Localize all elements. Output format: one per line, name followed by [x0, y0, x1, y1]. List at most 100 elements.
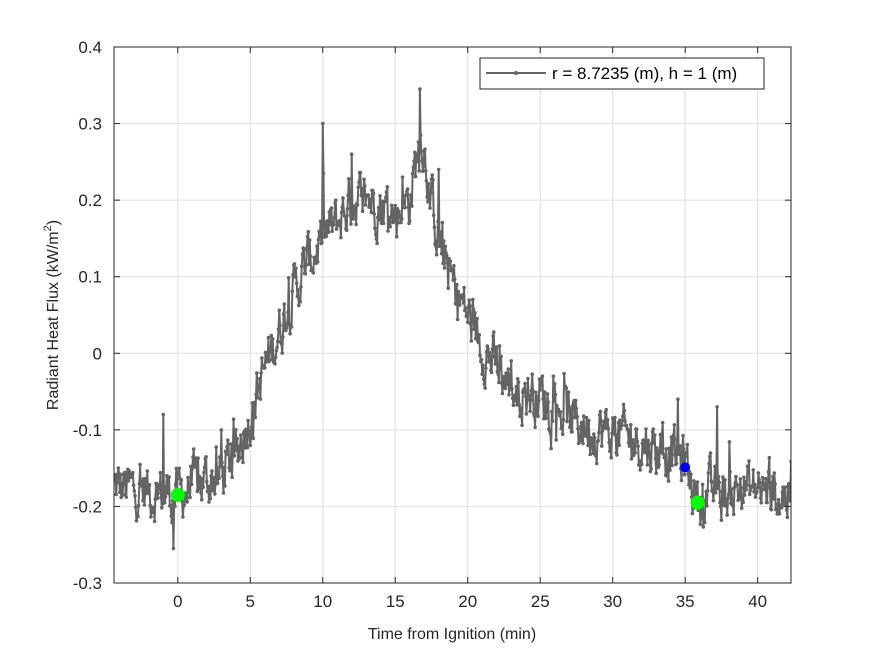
series-point	[479, 357, 484, 362]
series-point	[760, 487, 764, 492]
series-point	[129, 475, 134, 480]
series-point	[484, 350, 489, 354]
series-point	[219, 428, 224, 432]
series-point	[441, 261, 445, 266]
series-point	[564, 386, 569, 391]
series-point	[374, 237, 379, 241]
series-point	[220, 460, 224, 465]
series-point	[120, 493, 125, 497]
series-point	[652, 433, 657, 437]
series-point	[660, 420, 665, 425]
series-point	[552, 382, 557, 386]
series-point	[207, 484, 212, 488]
series-point	[642, 446, 646, 451]
series-point	[363, 184, 367, 188]
series-point	[758, 496, 763, 500]
series-point	[701, 525, 706, 529]
series-point	[249, 425, 254, 429]
series-point	[443, 244, 448, 249]
series-point	[644, 427, 648, 431]
series-point	[689, 472, 693, 477]
series-point	[647, 443, 651, 448]
series-point	[308, 254, 313, 259]
series-point	[695, 480, 700, 484]
series-point	[763, 487, 767, 492]
series-point	[623, 419, 627, 423]
series-point	[600, 429, 605, 433]
series-point	[548, 431, 553, 436]
series-point	[431, 213, 436, 218]
series-point	[455, 317, 460, 322]
x-tick-label: 30	[603, 592, 622, 611]
series-point	[594, 461, 599, 466]
series-point	[544, 406, 549, 411]
series-point	[646, 438, 650, 443]
series-point	[560, 432, 565, 437]
series-point	[544, 416, 548, 421]
x-tick-label: 15	[386, 592, 405, 611]
series-point	[755, 485, 760, 490]
series-point	[524, 412, 529, 416]
series-point	[476, 340, 481, 345]
series-point	[306, 230, 311, 234]
series-point	[533, 425, 537, 430]
series-line	[114, 87, 791, 551]
series-point	[700, 482, 705, 487]
series-point	[177, 466, 181, 471]
series-point	[218, 455, 222, 459]
series-point	[636, 444, 640, 449]
series-point	[260, 356, 264, 360]
series-point	[376, 205, 381, 210]
series-point	[618, 418, 622, 423]
series-point	[565, 399, 570, 404]
series-point	[313, 255, 318, 259]
series-point	[303, 271, 308, 276]
series-point	[405, 187, 410, 191]
series-point	[703, 498, 708, 503]
series-point	[726, 492, 731, 497]
series-point	[228, 464, 233, 468]
series-point	[635, 439, 640, 444]
series-point	[708, 454, 712, 459]
series-point	[481, 377, 486, 382]
series-point	[316, 238, 321, 242]
series-point	[602, 419, 606, 424]
series-point	[439, 230, 443, 234]
series-point	[259, 371, 263, 375]
series-point	[471, 307, 476, 312]
series-point	[222, 465, 226, 470]
series-point	[788, 499, 791, 503]
series-point	[415, 159, 420, 164]
series-point	[292, 262, 297, 266]
series-point	[679, 478, 684, 483]
series-point	[600, 444, 604, 448]
series-point	[274, 348, 279, 353]
series-point	[667, 446, 671, 451]
series-point	[430, 173, 435, 177]
series-point	[592, 432, 596, 436]
series-point	[587, 418, 591, 423]
series-point	[423, 147, 427, 151]
series-point	[473, 311, 477, 315]
series-point	[647, 451, 652, 455]
series-point	[612, 422, 616, 427]
series-point	[505, 382, 510, 387]
y-tick-label: 0.4	[78, 38, 102, 57]
series-point	[455, 282, 459, 287]
series-point	[158, 470, 163, 475]
series-point	[617, 443, 621, 448]
series-point	[377, 218, 382, 222]
series-point	[223, 484, 227, 488]
series-point	[353, 206, 358, 211]
series-point	[304, 262, 308, 267]
series-point	[305, 234, 310, 239]
series-point	[448, 259, 453, 263]
series-point	[568, 407, 573, 411]
series-point	[605, 418, 610, 422]
series-point	[114, 476, 117, 480]
series-point	[608, 438, 613, 443]
legend[interactable]: r = 8.7235 (m), h = 1 (m)	[479, 57, 765, 90]
series-point	[674, 461, 679, 466]
series-point	[583, 430, 587, 435]
series-point	[245, 445, 250, 450]
